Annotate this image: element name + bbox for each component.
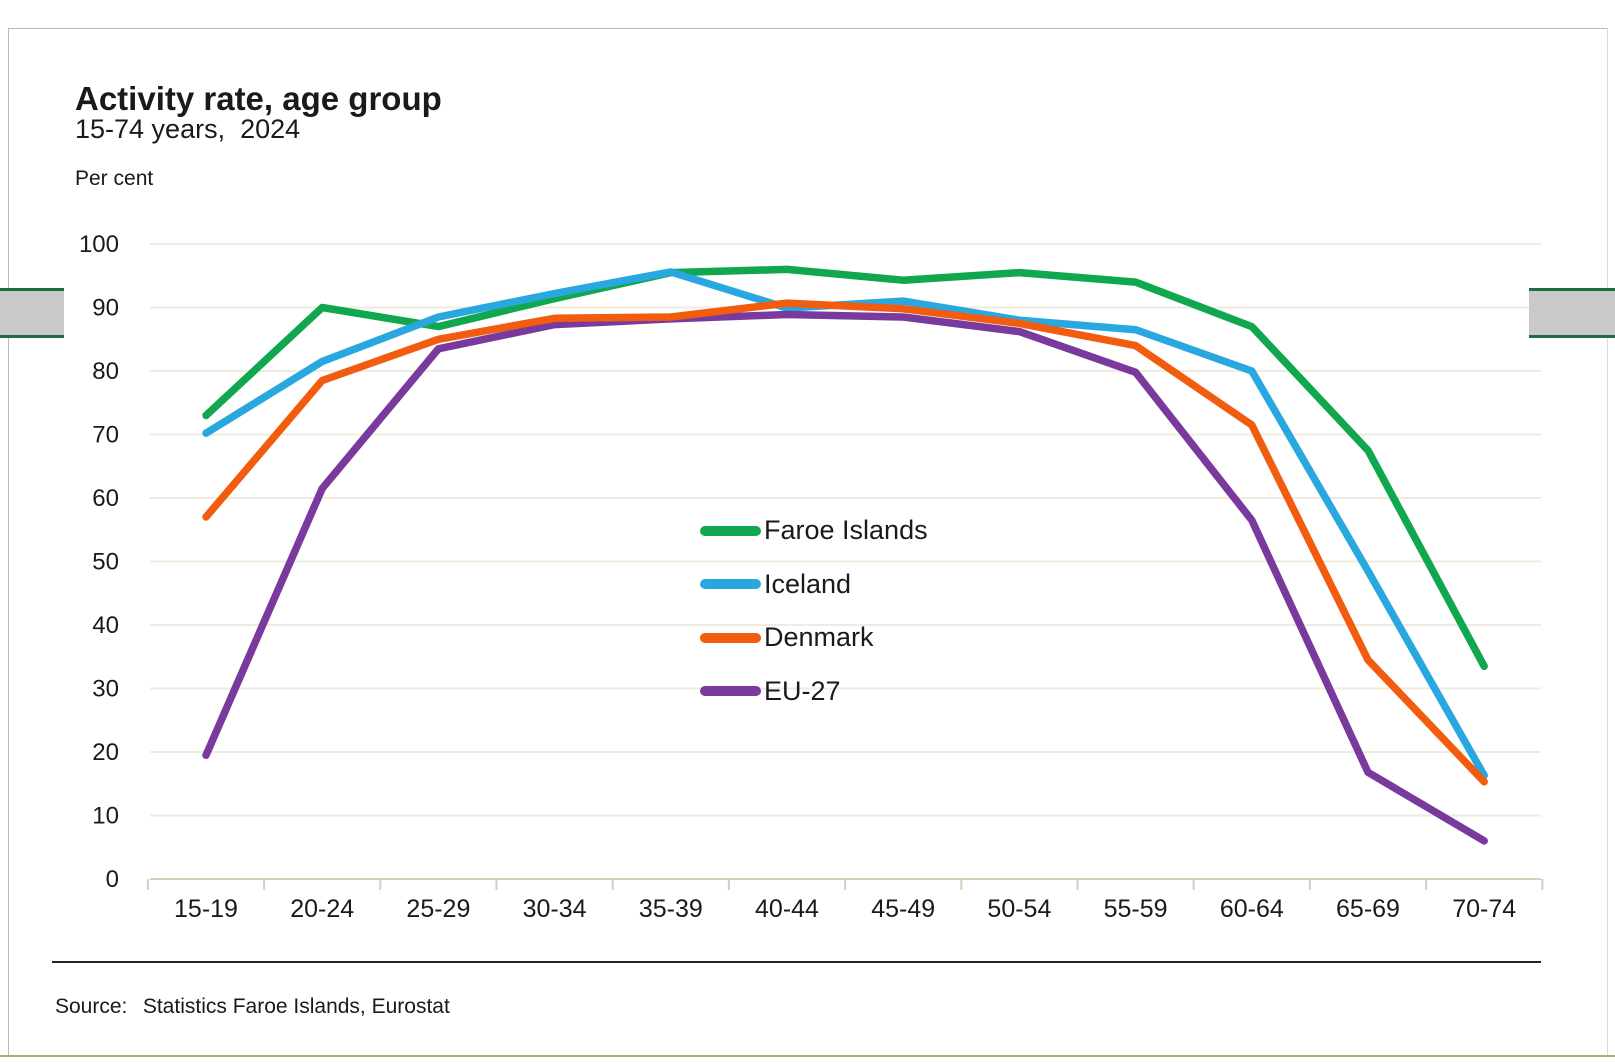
chart-legend: Faroe Islands Iceland Denmark EU-27	[700, 504, 928, 718]
x-tick-label: 20-24	[290, 895, 354, 923]
page-title: Activity rate, age group	[75, 80, 442, 118]
right-edge-handle	[1529, 288, 1615, 338]
x-tick-label: 65-69	[1336, 895, 1400, 923]
x-tick-label: 40-44	[755, 895, 819, 923]
legend-item-eu27: EU-27	[700, 665, 928, 719]
y-tick-label: 90	[92, 295, 119, 322]
legend-item-faroe-islands: Faroe Islands	[700, 504, 928, 558]
x-tick-label: 70-74	[1452, 895, 1516, 923]
y-tick-label: 100	[79, 231, 119, 258]
x-tick-label: 45-49	[871, 895, 935, 923]
y-tick-label: 50	[92, 549, 119, 576]
eu-27-line-marker	[700, 686, 761, 697]
x-tick-label: 35-39	[639, 895, 703, 923]
y-tick-label: 40	[92, 612, 119, 639]
left-edge-handle	[0, 288, 64, 338]
page-subtitle: 15-74 years, 2024	[75, 114, 301, 144]
y-tick-label: 20	[92, 739, 119, 766]
y-tick-label: 30	[92, 676, 119, 703]
legend-label: EU-27	[764, 675, 841, 706]
series-line-eu-27	[202, 310, 1488, 845]
source-label: Source:	[55, 995, 128, 1018]
bottom-page-border	[0, 1055, 1615, 1057]
x-tick-label: 50-54	[987, 895, 1051, 923]
x-tick-label: 25-29	[406, 895, 470, 923]
x-tick-label: 15-19	[174, 895, 238, 923]
x-tick-label: 30-34	[523, 895, 587, 923]
y-axis-unit-label: Per cent	[75, 167, 154, 190]
y-tick-label: 70	[92, 422, 119, 449]
y-tick-label: 10	[92, 803, 119, 830]
x-tick-label: 55-59	[1104, 895, 1168, 923]
y-tick-label: 60	[92, 485, 119, 512]
legend-item-denmark: Denmark	[700, 611, 928, 665]
legend-label: Denmark	[764, 622, 874, 653]
legend-item-iceland: Iceland	[700, 558, 928, 612]
iceland-line-marker	[700, 579, 761, 590]
series-line-denmark	[202, 299, 1488, 786]
denmark-line-marker	[700, 632, 761, 643]
legend-label: Iceland	[764, 568, 852, 599]
source-divider-rule	[52, 961, 1541, 963]
y-tick-label: 80	[92, 358, 119, 385]
source-value: Statistics Faroe Islands, Eurostat	[142, 995, 450, 1018]
y-tick-label: 0	[106, 866, 119, 893]
x-tick-label: 60-64	[1220, 895, 1284, 923]
legend-label: Faroe Islands	[764, 515, 928, 546]
source-row: Source: Statistics Faroe Islands, Eurost…	[55, 995, 450, 1019]
faroe-islands-line-marker	[700, 525, 761, 536]
